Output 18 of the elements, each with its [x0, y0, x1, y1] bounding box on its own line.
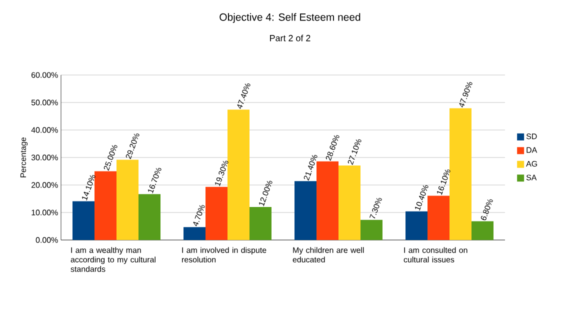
bar: [338, 165, 361, 240]
bar: [94, 171, 117, 240]
bar: [316, 161, 339, 240]
bar: [472, 221, 494, 240]
bar: [294, 181, 317, 240]
bar: [250, 207, 272, 240]
bar: [360, 220, 383, 240]
bar: [72, 201, 95, 240]
chart-subtitle: Part 2 of 2: [270, 34, 310, 42]
bar: [450, 108, 472, 240]
bar: [428, 196, 450, 240]
bar: [138, 194, 161, 240]
bar: [116, 160, 139, 240]
bar: [206, 186, 228, 240]
bar: [228, 110, 250, 240]
chart-title: Objective 4: Self Esteem need: [220, 13, 360, 23]
bar: [406, 211, 428, 240]
bar: [184, 227, 206, 240]
